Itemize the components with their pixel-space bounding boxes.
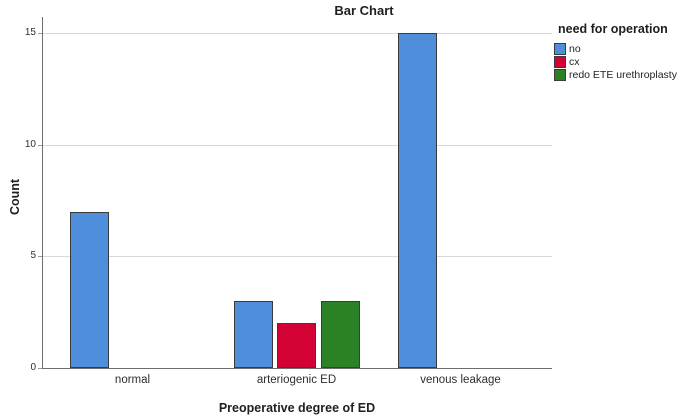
x-category-label: venous leakage xyxy=(420,374,501,386)
bar-arteriogenic-ED-no xyxy=(234,301,273,368)
legend-swatch-icon xyxy=(554,55,566,68)
x-category-label: arteriogenic ED xyxy=(256,374,337,386)
y-axis-title: Count xyxy=(8,178,22,216)
y-tick-label: 5 xyxy=(30,250,36,261)
legend-item-no: no xyxy=(554,42,684,55)
legend-item-cx: cx xyxy=(554,55,684,68)
x-axis-line xyxy=(42,368,552,369)
y-tick-label: 10 xyxy=(24,139,36,150)
y-tick-mark xyxy=(38,368,42,369)
chart-title: Bar Chart xyxy=(334,3,394,18)
legend: need for operation no cx redo ETE urethrop… xyxy=(554,22,684,82)
x-axis-title: Preoperative degree of ED xyxy=(218,401,376,415)
y-tick-mark xyxy=(38,145,42,146)
y-tick-mark xyxy=(38,33,42,34)
legend-item-label: cx xyxy=(569,55,580,68)
gridline-y15 xyxy=(42,33,552,34)
legend-item-redo-ETE-urethroplasty: redo ETE urethroplasty xyxy=(554,68,684,81)
y-tick-label: 15 xyxy=(24,27,36,38)
y-axis-line xyxy=(42,17,43,369)
bar-venous-leakage-no xyxy=(398,33,437,368)
bar-arteriogenic-ED-redo-ETE-urethroplasty xyxy=(321,301,360,368)
y-tick-label: 0 xyxy=(30,362,36,373)
legend-swatch-icon xyxy=(554,68,566,81)
legend-item-label: no xyxy=(569,42,581,55)
legend-title: need for operation xyxy=(558,22,668,36)
legend-swatch-icon xyxy=(554,42,566,55)
legend-item-label: redo ETE urethroplasty xyxy=(569,68,677,81)
x-category-label: normal xyxy=(114,374,151,386)
gridline-y5 xyxy=(42,256,552,257)
legend-items: no cx redo ETE urethroplasty xyxy=(554,42,684,81)
y-tick-mark xyxy=(38,256,42,257)
gridline-y10 xyxy=(42,145,552,146)
bar-arteriogenic-ED-cx xyxy=(277,323,316,368)
bar-normal-no xyxy=(70,212,109,368)
